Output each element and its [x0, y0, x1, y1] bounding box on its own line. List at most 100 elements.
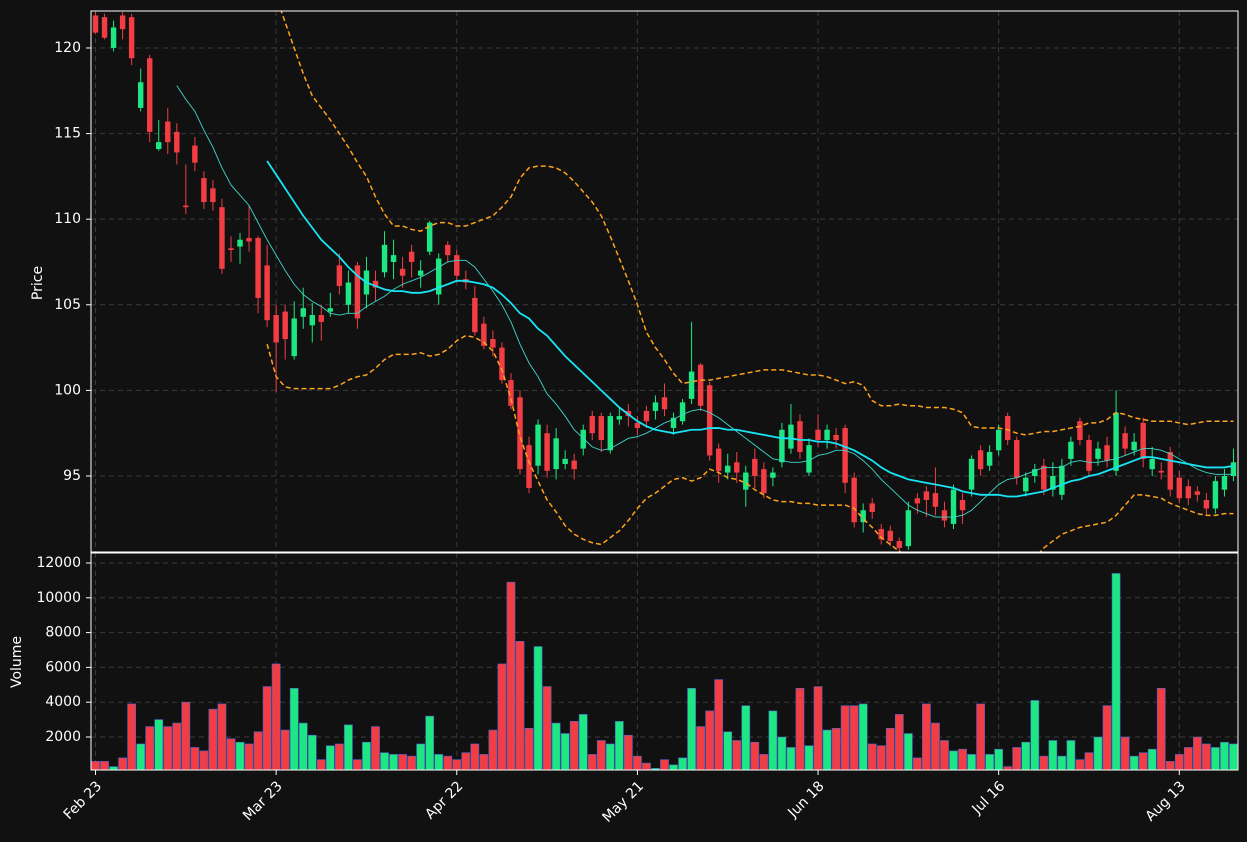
volume-bar [506, 581, 516, 770]
volume-bar [768, 710, 778, 770]
volume-bar [605, 743, 615, 770]
volume-bar [154, 719, 164, 770]
volume-bar [380, 752, 389, 770]
volume-bar [208, 708, 218, 770]
candle-body [1113, 412, 1119, 471]
y-tick-label: 115 [54, 126, 81, 142]
volume-bar [389, 754, 398, 770]
volume-bar [524, 727, 534, 770]
volume-bar [551, 722, 561, 770]
volume-bar [678, 757, 687, 770]
candle-body [110, 27, 117, 48]
volume-bar [976, 703, 985, 770]
volume-bar [353, 759, 362, 770]
overlay-line [280, 11, 1234, 436]
candle-body [174, 131, 180, 153]
volume-bar [759, 754, 769, 770]
volume-bar [416, 743, 426, 770]
volume-bar [985, 754, 994, 770]
candle-body [300, 308, 306, 317]
candle-body [318, 315, 325, 322]
y-tick-label: 95 [63, 468, 81, 484]
overlay-line [266, 160, 1234, 498]
candle-body [706, 385, 713, 456]
volume-bar [407, 755, 416, 770]
volume-bar [1012, 747, 1022, 770]
volume-bar [560, 733, 570, 770]
volume-bar [885, 727, 895, 770]
volume-bar [813, 686, 823, 770]
candle-body [526, 445, 532, 488]
volume-bar [344, 724, 353, 770]
candle-body [128, 17, 135, 59]
candle-body [679, 402, 686, 422]
volume-bar [958, 748, 967, 770]
candle-body [860, 510, 866, 523]
candle-body [192, 145, 198, 163]
candle-body [264, 265, 270, 321]
y-tick-label: 105 [54, 297, 81, 313]
volume-bar [1102, 705, 1112, 770]
candle-body [255, 238, 261, 298]
candle-body [273, 315, 279, 343]
y-tick-label: 100 [54, 382, 81, 398]
candle-body [779, 429, 785, 463]
volume-bar [1165, 761, 1175, 770]
volume-bar [1138, 752, 1148, 770]
candle-body [445, 244, 451, 256]
candle-body [1185, 486, 1192, 499]
volume-bar [118, 757, 127, 770]
volume-bar [822, 729, 832, 770]
candle-body [878, 529, 884, 540]
candle-body [697, 364, 704, 406]
candle-body [923, 491, 930, 500]
volume-bar [226, 738, 236, 770]
candle-body [472, 297, 478, 333]
candle-body [508, 380, 514, 406]
candle-body [146, 58, 153, 132]
candle-body [589, 416, 595, 434]
volume-bar [578, 714, 588, 770]
volume-bar [804, 745, 814, 770]
volume-bar [940, 740, 949, 770]
volume-bar [624, 734, 633, 770]
candle-body [1158, 470, 1164, 473]
volume-bar [1211, 747, 1220, 770]
candle-body [1167, 452, 1173, 490]
volume-bar [452, 759, 462, 770]
volume-bar [1202, 743, 1211, 770]
candle-body [670, 417, 677, 429]
candle-body [1059, 465, 1065, 495]
candle-body [959, 499, 966, 511]
volume-bar [244, 743, 254, 770]
candle-body [417, 270, 424, 276]
volume-bar [443, 755, 453, 770]
overlay-line [176, 85, 1234, 518]
volume-bar [849, 705, 859, 770]
volume-bar [931, 722, 940, 770]
volume-bar [1220, 741, 1229, 770]
volume-bar [669, 764, 678, 770]
volume-bar [587, 754, 597, 770]
candle-body [715, 448, 722, 471]
volume-bar [1156, 687, 1166, 770]
y-tick-label: 4000 [45, 694, 81, 710]
volume-bar [542, 686, 552, 770]
candle-body [1004, 416, 1011, 441]
candle-body [101, 17, 108, 38]
volume-bar [633, 755, 642, 770]
candle-body [932, 493, 939, 507]
volume-bar [362, 741, 371, 770]
candle-body [1104, 445, 1110, 461]
y-tick-label: 6000 [45, 659, 81, 675]
candle-body [607, 416, 614, 451]
candle-body [183, 205, 189, 208]
candle-body [1086, 440, 1092, 471]
volume-bar [913, 757, 922, 770]
volume-bar [1075, 759, 1085, 770]
candle-body [1131, 441, 1137, 451]
volume-bar [217, 703, 227, 770]
volume-bar [1093, 736, 1103, 770]
candle-body [761, 469, 767, 494]
